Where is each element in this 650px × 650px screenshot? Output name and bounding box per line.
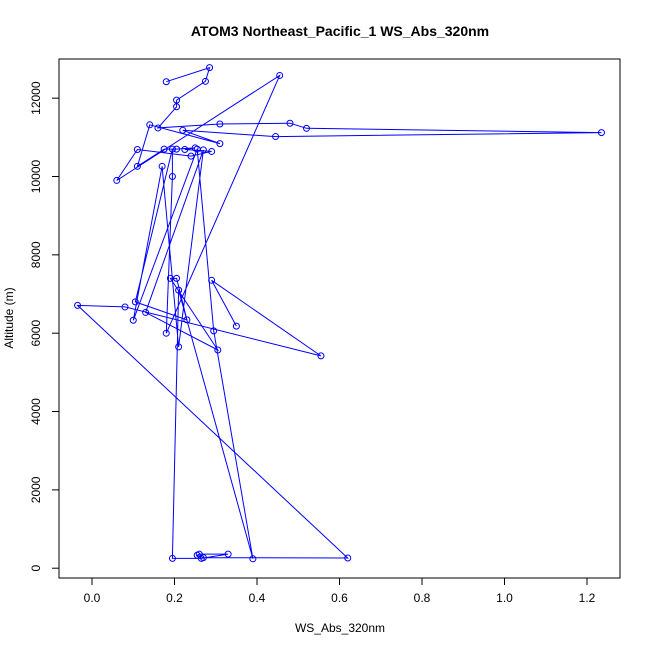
data-point — [224, 550, 232, 558]
x-tick-label: 0.8 — [414, 591, 431, 605]
data-point — [175, 343, 183, 351]
data-point — [162, 78, 170, 86]
data-point — [183, 316, 191, 324]
data-point — [232, 322, 240, 330]
data-point — [181, 145, 189, 153]
data-point — [179, 126, 187, 134]
data-point — [193, 145, 201, 153]
y-axis-label: Altitude (m) — [2, 287, 16, 348]
data-point — [133, 145, 141, 153]
data-point — [168, 145, 176, 153]
data-point — [201, 77, 209, 85]
data-point — [113, 176, 121, 184]
x-tick-label: 0.2 — [166, 591, 183, 605]
x-tick-label: 0.4 — [249, 591, 266, 605]
data-point — [303, 124, 310, 132]
data-point — [158, 162, 166, 170]
data-point — [133, 162, 141, 170]
data-point — [214, 346, 222, 354]
series-layer — [76, 66, 602, 559]
data-point — [146, 121, 154, 129]
y-tick-label: 6000 — [29, 320, 43, 347]
x-axis-label: WS_Abs_320nm — [295, 621, 385, 635]
data-point — [193, 551, 201, 559]
data-point — [208, 147, 216, 155]
y-tick-label: 4000 — [29, 398, 43, 425]
data-point — [162, 329, 170, 337]
data-point — [187, 152, 195, 160]
data-point — [210, 327, 218, 335]
data-point — [276, 71, 284, 79]
data-point — [597, 129, 605, 137]
data-point — [199, 554, 207, 562]
x-axis: 0.0 0.2 0.4 0.6 0.8 1.0 1.2 — [84, 577, 596, 605]
chart-title: ATOM3 Northeast_Pacific_1 WS_Abs_320nm — [191, 23, 489, 39]
x-tick-label: 0.6 — [331, 591, 348, 605]
data-point — [160, 145, 168, 153]
data-point — [173, 103, 181, 111]
data-point — [173, 96, 181, 104]
points-layer — [74, 64, 605, 563]
data-point — [142, 308, 150, 316]
data-point — [74, 301, 82, 309]
y-tick-label: 12000 — [29, 81, 43, 115]
data-point — [206, 64, 214, 72]
data-point — [168, 554, 176, 562]
data-point — [131, 298, 139, 306]
data-point — [121, 303, 129, 311]
y-tick-label: 10000 — [29, 160, 43, 194]
data-point — [216, 140, 224, 148]
y-axis: 0 2000 4000 6000 8000 10000 12000 — [29, 81, 60, 572]
plot-area — [58, 58, 621, 579]
data-point — [154, 124, 162, 132]
x-tick-label: 1.2 — [579, 591, 596, 605]
y-tick-label: 8000 — [29, 241, 43, 268]
data-point — [173, 145, 181, 153]
data-point — [208, 276, 216, 284]
data-point — [249, 555, 257, 563]
data-point — [272, 133, 280, 141]
data-point — [317, 352, 325, 360]
y-tick-label: 0 — [29, 565, 43, 572]
data-point — [286, 119, 294, 127]
data-point — [166, 274, 174, 282]
x-tick-label: 0.0 — [84, 591, 101, 605]
data-point — [175, 286, 183, 294]
y-tick-label: 2000 — [29, 476, 43, 503]
data-point — [129, 316, 137, 324]
data-point — [216, 120, 224, 128]
series-line — [76, 66, 602, 559]
x-tick-label: 1.0 — [496, 591, 513, 605]
data-point — [344, 554, 352, 562]
data-point — [168, 173, 176, 181]
